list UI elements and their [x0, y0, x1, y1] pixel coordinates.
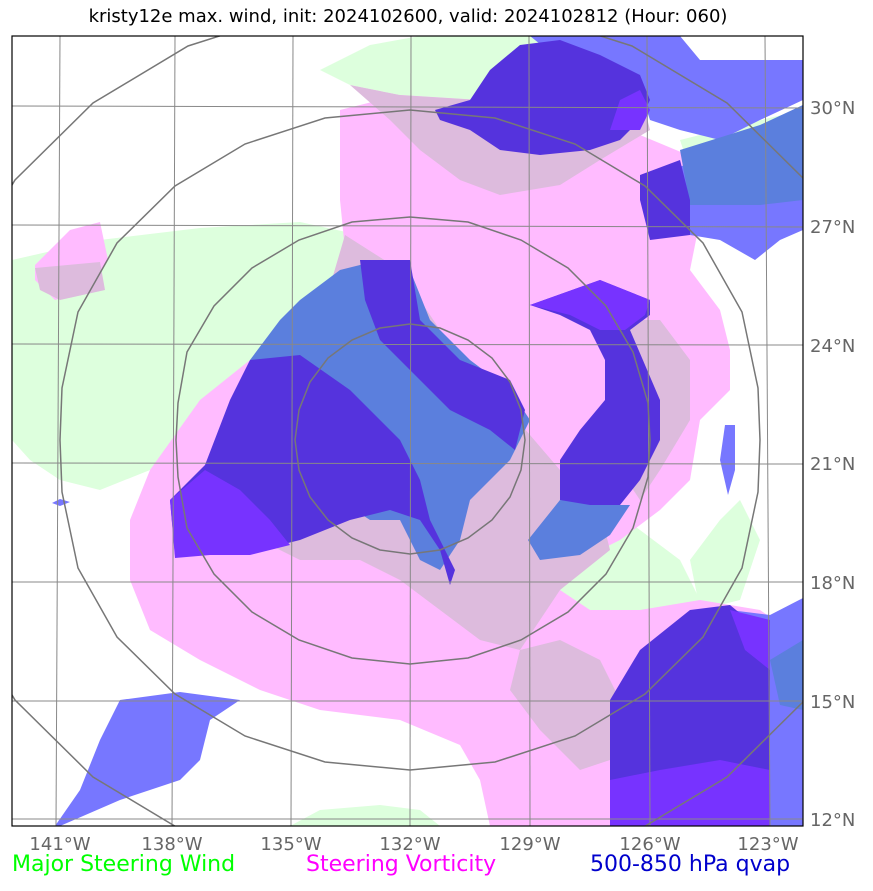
qvap-violet-southeast-upper — [730, 610, 770, 670]
legend-steering-vorticity: Steering Vorticity — [306, 852, 497, 877]
lon-label: 129°W — [499, 834, 560, 855]
qvap-light-west-small — [52, 499, 70, 506]
lon-label: 138°W — [141, 834, 202, 855]
qvap-mid-central — [250, 260, 530, 570]
legend-steering-wind: Major Steering Wind — [12, 852, 236, 877]
lat-label: 27°N — [810, 217, 855, 238]
parallel-21n — [12, 462, 803, 465]
meridian-132w — [409, 36, 412, 826]
ring-third — [59, 109, 761, 771]
meridian-141w — [55, 36, 61, 826]
qvap-light-southwest — [55, 692, 240, 826]
qvap-violet-southwest — [170, 470, 290, 558]
lat-label: 24°N — [810, 336, 855, 357]
lat-label: 15°N — [810, 692, 855, 713]
meridian-129w — [528, 36, 531, 826]
ring-inner — [294, 323, 526, 555]
legend-qvap: 500-850 hPa qvap — [590, 852, 791, 877]
qvap-dark-north — [435, 40, 650, 155]
lon-label: 132°W — [379, 834, 440, 855]
parallel-30n — [12, 105, 803, 109]
parallel-24n — [12, 343, 803, 346]
lat-label: 21°N — [810, 454, 855, 475]
qvap-dark-central — [360, 260, 525, 450]
qvap-light-east-small — [720, 425, 735, 495]
qvap-dark-east-hook — [530, 280, 660, 510]
longitude-labels: 141°W 138°W 135°W 132°W 129°W 126°W 123°… — [29, 834, 798, 855]
qvap-violet-north — [610, 90, 650, 130]
graticule — [12, 36, 803, 826]
wind-region-southeast — [690, 500, 760, 610]
wind-region-south — [290, 805, 440, 826]
meridian-138w — [171, 36, 176, 826]
map-title: kristy12e max. wind, init: 2024102600, v… — [88, 6, 728, 27]
lon-label: 135°W — [260, 834, 321, 855]
lat-label: 30°N — [810, 98, 855, 119]
plot-frame — [11, 35, 804, 827]
lon-label: 141°W — [29, 834, 90, 855]
lat-label: 18°N — [810, 573, 855, 594]
overlap-region-south — [510, 640, 620, 770]
meridian-123w — [764, 36, 771, 826]
ring-second — [175, 216, 651, 665]
lon-label: 126°W — [619, 834, 680, 855]
qvap-dark-northeast — [640, 160, 690, 240]
parallel-27n — [12, 224, 803, 228]
qvap-violet-east-hook — [530, 280, 650, 330]
meridian-126w — [646, 36, 651, 826]
lat-label: 12°N — [810, 810, 855, 831]
latitude-labels: 30°N 27°N 24°N 21°N 18°N 15°N 12°N — [810, 98, 855, 831]
overlap-region-west — [35, 262, 105, 300]
qvap-mid-east-lower — [528, 500, 630, 560]
lon-label: 123°W — [737, 834, 798, 855]
meridian-135w — [290, 36, 294, 826]
qvap-mid-east — [680, 105, 803, 205]
qvap-mid-southeast — [770, 640, 803, 710]
qvap-layer — [52, 36, 803, 826]
